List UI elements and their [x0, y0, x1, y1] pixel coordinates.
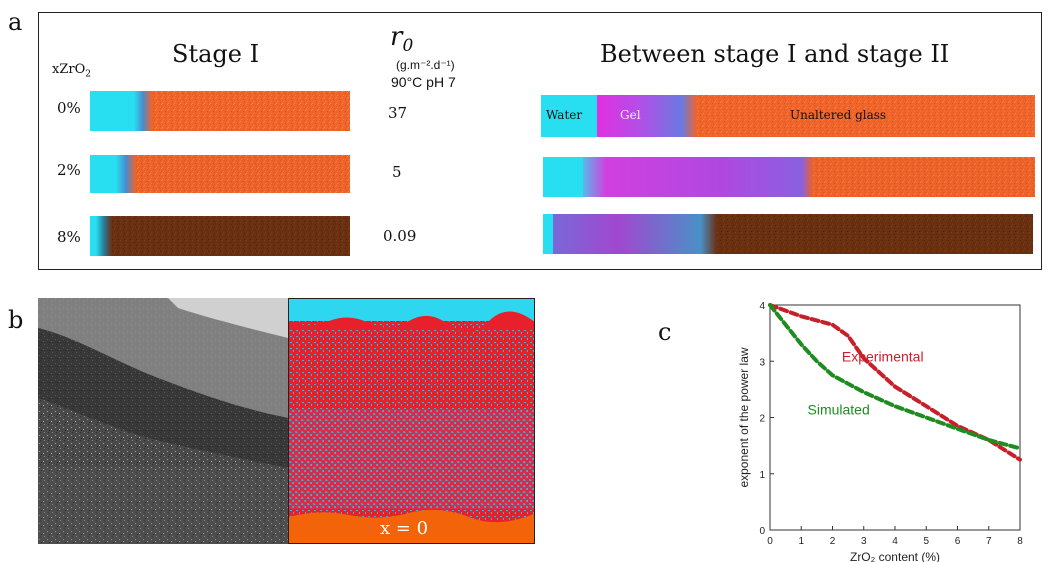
- y-tick-label: 4: [759, 301, 765, 312]
- x-zero-label: x = 0: [380, 518, 429, 539]
- panel-a-frame: [38, 12, 1042, 270]
- series-line-simulated: [768, 303, 1022, 451]
- y-tick-label: 3: [759, 357, 765, 368]
- row-label-2: 2%: [57, 161, 81, 179]
- r0-value-8: 0.09: [383, 227, 417, 245]
- between-bar-0: [541, 95, 1035, 137]
- row-label-8: 8%: [57, 228, 81, 246]
- simulation-image: [288, 298, 535, 544]
- x-tick-label: 4: [892, 536, 898, 547]
- power-law-chart: 0 1 2 3 4 5 6 7 8 0 1 2 3 4 ZrO₂ content (%) exponent o…: [737, 301, 1023, 562]
- between-bar-8: [543, 214, 1033, 254]
- x-tick-label: 5: [923, 536, 929, 547]
- r0-units: (g.m⁻².d⁻¹): [396, 58, 455, 72]
- r0-symbol-sub: 0: [402, 36, 414, 57]
- r0-conditions: 90°C pH 7: [391, 74, 456, 90]
- r0-symbol-r: r: [390, 22, 403, 52]
- y-tick-label: 1: [759, 470, 765, 481]
- panel-b-letter: b: [8, 306, 24, 334]
- between-bar-2: [543, 157, 1035, 197]
- stage1-bar-2: [90, 155, 350, 193]
- x-axis-label: ZrO₂ content (%): [850, 550, 940, 562]
- stage1-bar-8: [90, 216, 350, 256]
- xzro2-label: xZrO2: [52, 62, 91, 80]
- segment-label-gel: Gel: [620, 108, 641, 122]
- panel-c-letter: c: [658, 318, 672, 346]
- series-label-simulated: Simulated: [808, 402, 870, 418]
- x-tick-label: 6: [955, 536, 961, 547]
- x-tick-label: 2: [830, 536, 836, 547]
- x-tick-label: 7: [986, 536, 992, 547]
- r0-symbol: r0: [390, 22, 413, 56]
- y-tick-label: 0: [759, 526, 765, 537]
- r0-value-2: 5: [392, 163, 402, 181]
- between-stage-title: Between stage I and stage II: [600, 40, 950, 68]
- x-tick-label: 8: [1017, 536, 1023, 547]
- r0-value-0: 37: [388, 104, 408, 122]
- series-line-experimental: [768, 303, 1022, 462]
- x-tick-label: 3: [861, 536, 867, 547]
- x-tick-label: 1: [798, 536, 804, 547]
- series-label-experimental: Experimental: [842, 348, 924, 364]
- segment-label-water: Water: [546, 108, 583, 122]
- x-tick-label: 0: [767, 536, 773, 547]
- stage1-title: Stage I: [172, 40, 260, 68]
- xzro2-label-sub: 2: [85, 69, 91, 80]
- segment-label-glass: Unaltered glass: [790, 108, 887, 122]
- panel-a-letter: a: [8, 8, 23, 36]
- y-tick-label: 2: [759, 414, 765, 425]
- sem-micrograph: [38, 298, 288, 544]
- y-axis-label: exponent of the power law: [737, 347, 751, 487]
- row-label-0: 0%: [57, 99, 81, 117]
- stage1-bar-0: [90, 91, 350, 131]
- xzro2-label-text: xZrO: [52, 62, 86, 77]
